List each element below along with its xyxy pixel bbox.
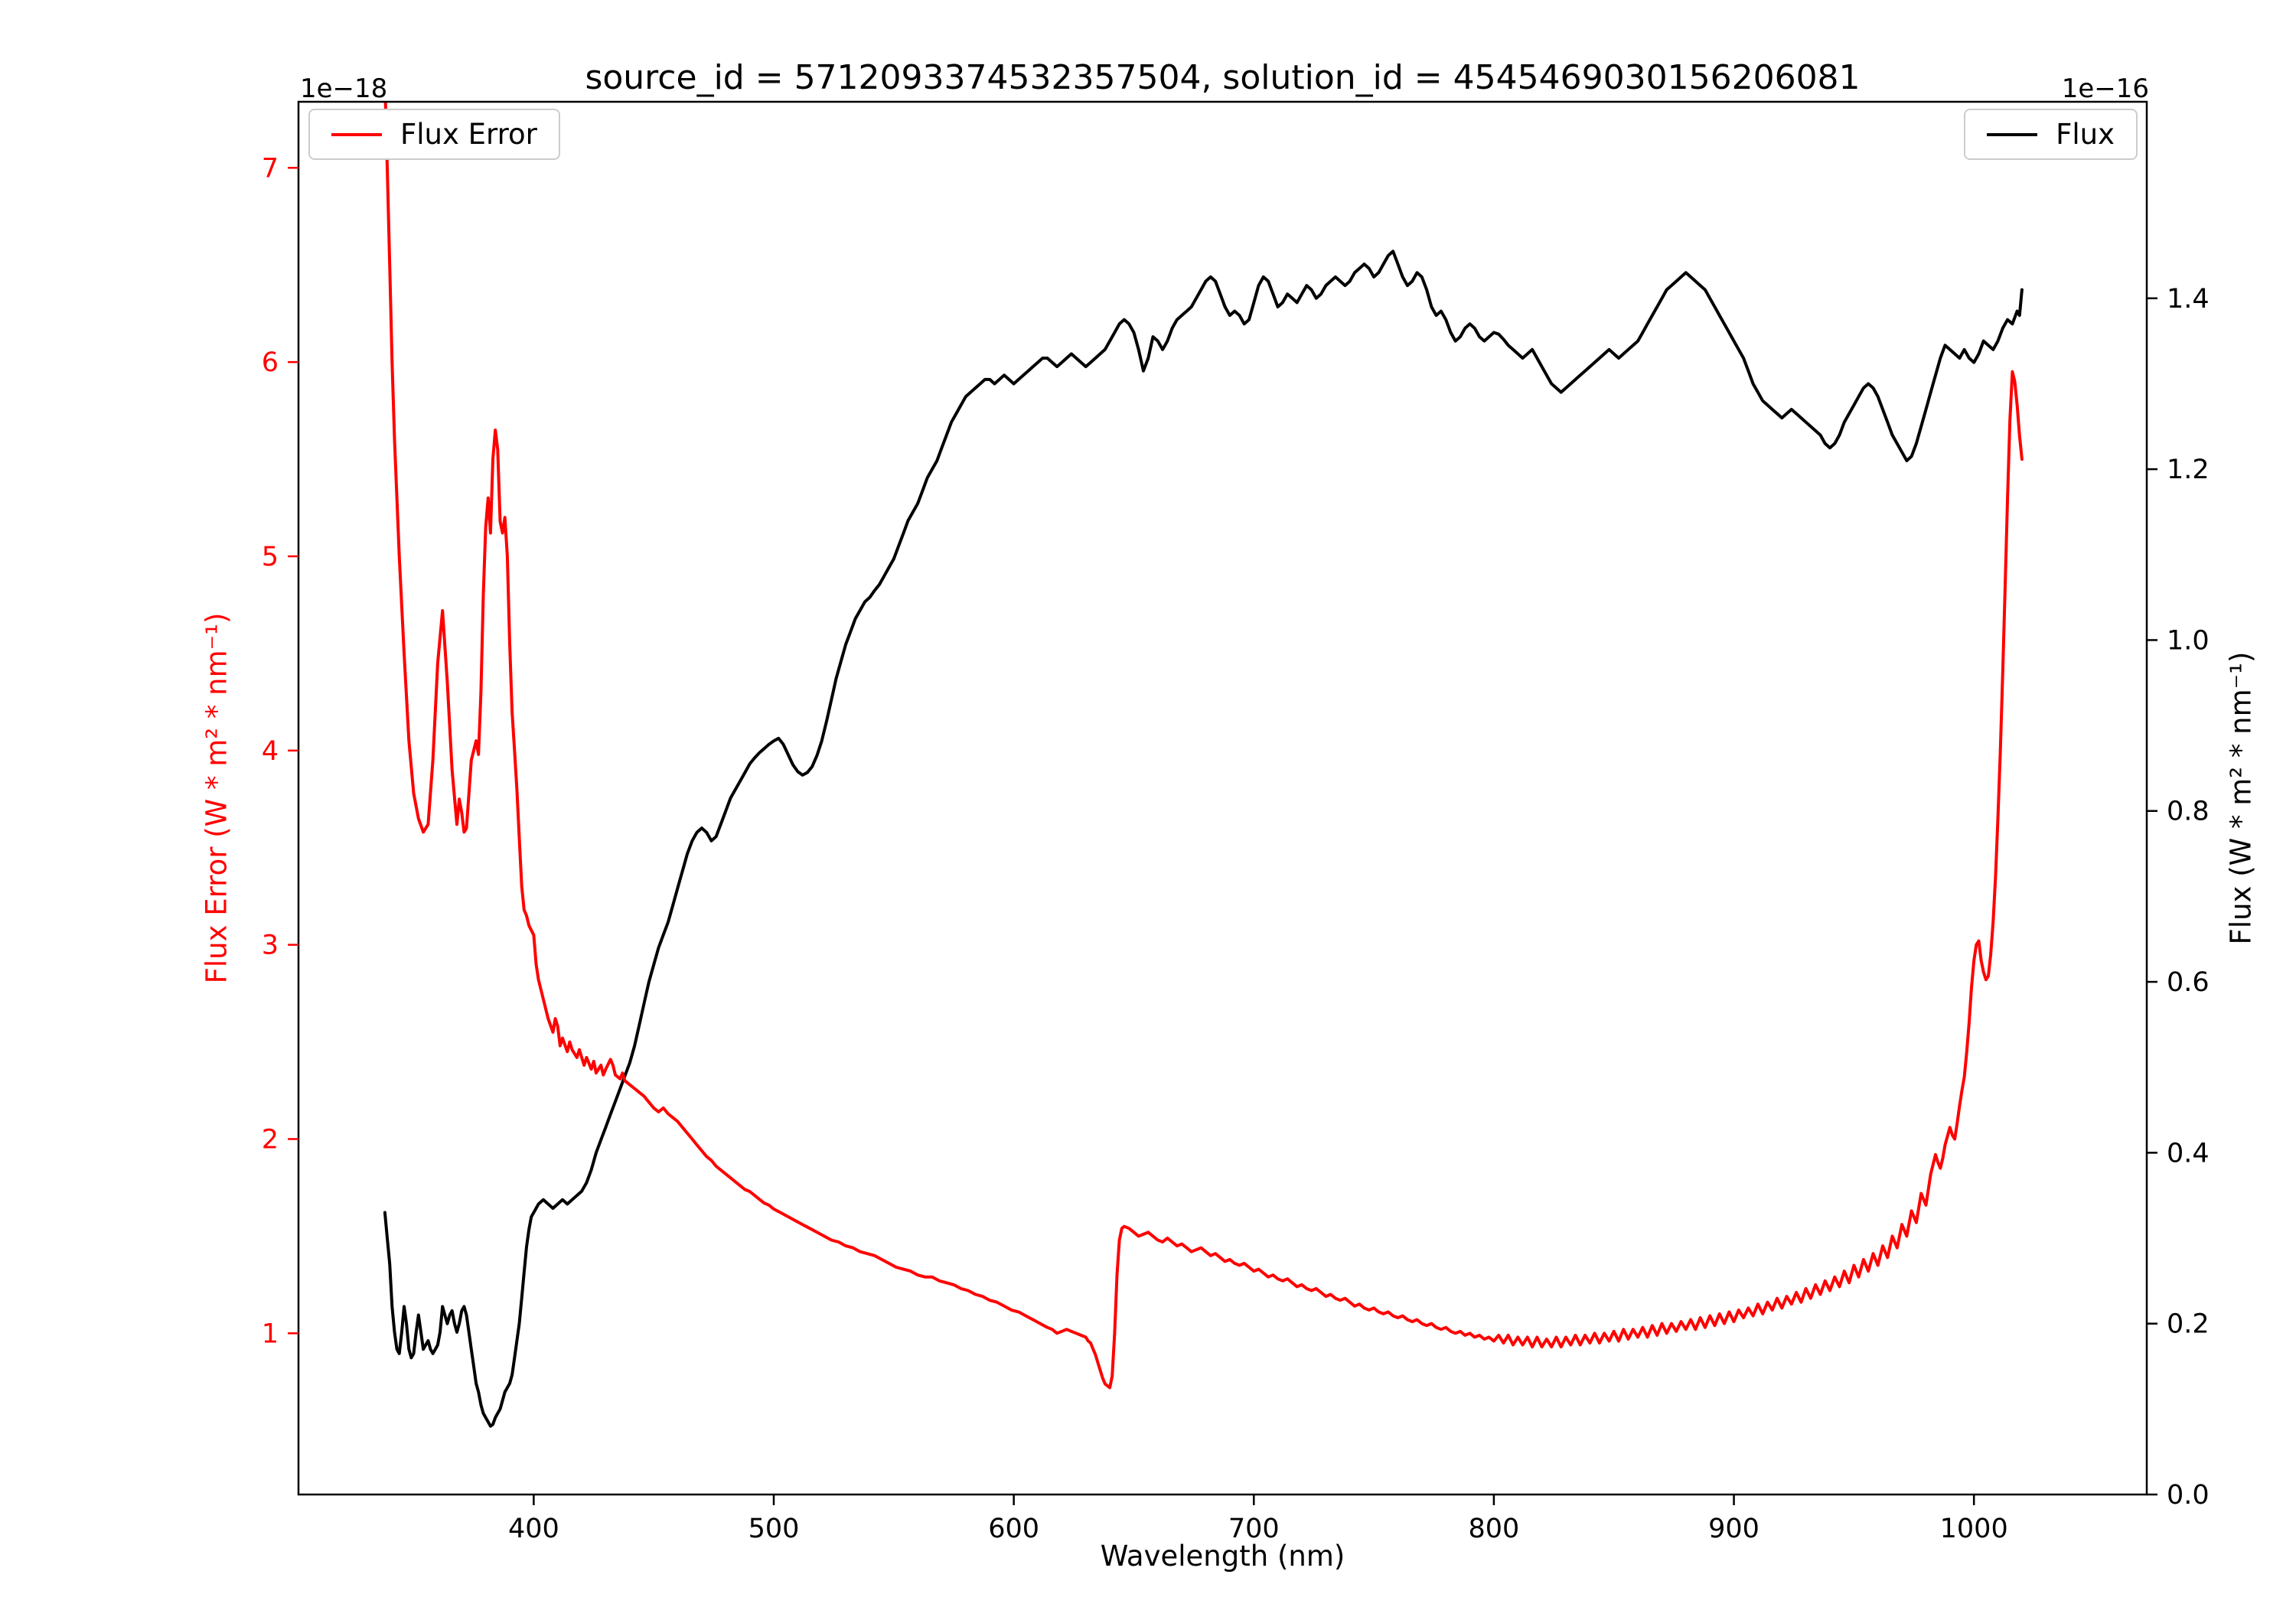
flux-error-line-swatch [331,132,382,136]
x-tick-label: 500 [748,1514,800,1544]
flux-line-swatch [1987,132,2038,136]
x-tick-label: 900 [1708,1514,1760,1544]
left-tick-label: 7 [262,153,279,184]
right-axis-offset-text: 1e−16 [2061,73,2149,104]
right-tick-label: 0.2 [2167,1309,2210,1340]
x-tick-label: 700 [1228,1514,1280,1544]
legend-flux: Flux [1964,109,2138,160]
x-tick-label: 800 [1469,1514,1520,1544]
right-tick-label: 1.2 [2167,455,2210,485]
left-y-axis-label: Flux Error (W * m² * nm⁻¹) [200,612,233,984]
left-tick-label: 1 [262,1319,279,1349]
series-line-flux-error [383,102,2024,1390]
legend-flux-error-label: Flux Error [400,118,537,151]
right-tick-label: 0.6 [2167,967,2210,998]
right-tick-label: 1.4 [2167,284,2210,315]
chart-title: source_id = 5712093374532357504, solutio… [585,58,1861,97]
x-tick-label: 600 [988,1514,1039,1544]
right-tick-label: 0.8 [2167,797,2210,827]
left-tick-label: 2 [262,1124,279,1155]
left-tick-label: 5 [262,542,279,572]
left-tick-label: 6 [262,347,279,378]
right-tick-label: 0.0 [2167,1480,2210,1511]
left-axis-offset-text: 1e−18 [300,73,388,104]
left-tick-label: 4 [262,736,279,767]
legend-flux-label: Flux [2056,118,2115,151]
x-tick-label: 1000 [1940,1514,2008,1544]
right-y-axis-label: Flux (W * m² * nm⁻¹) [2224,651,2258,945]
series-line-flux [383,249,2024,1428]
right-tick-label: 1.0 [2167,625,2210,656]
axes-spines [297,100,2148,1496]
right-tick-label: 0.4 [2167,1138,2210,1169]
left-tick-label: 3 [262,931,279,961]
legend-flux-error: Flux Error [308,109,560,160]
x-axis-label: Wavelength (nm) [1100,1540,1345,1573]
x-tick-label: 400 [508,1514,559,1544]
